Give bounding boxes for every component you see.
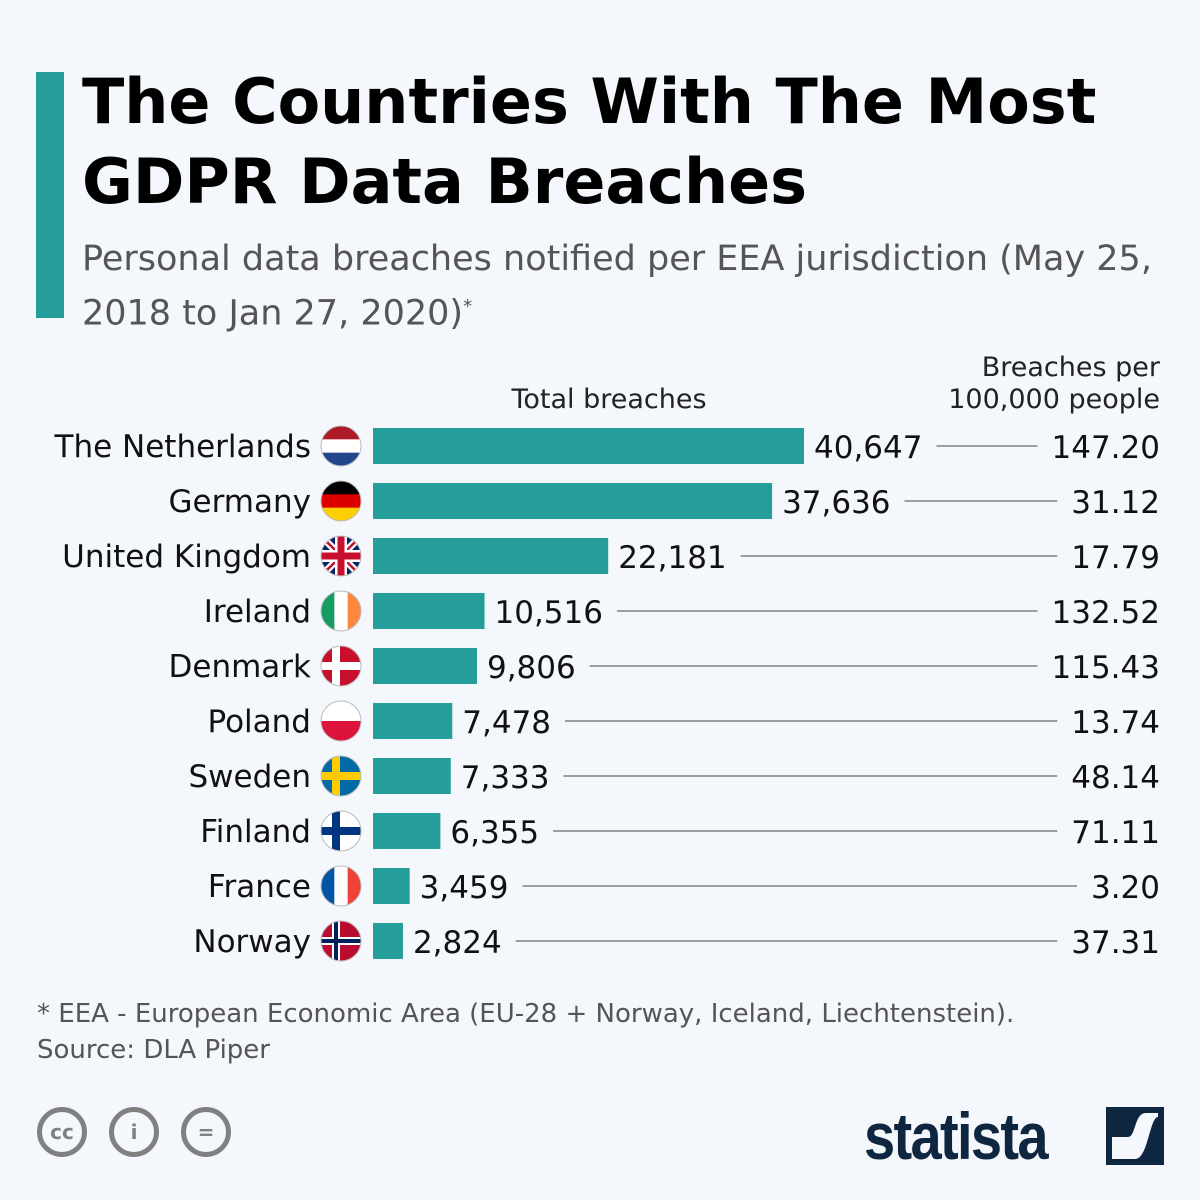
statista-mark-icon (1106, 1107, 1164, 1165)
flag-border (320, 425, 362, 467)
by-icon[interactable]: i (109, 1107, 159, 1157)
flag-border (320, 865, 362, 907)
right-header-2: 100,000 people (948, 384, 1160, 415)
total-value-label: 2,824 (413, 925, 502, 961)
flag-border (320, 700, 362, 742)
bar (373, 428, 804, 464)
gb-flag-icon (321, 536, 361, 576)
source: Source: DLA Piper (37, 1035, 270, 1065)
bar (373, 538, 609, 574)
country-label: Ireland (204, 594, 311, 630)
cc-icon[interactable]: cc (37, 1107, 87, 1157)
bar (373, 703, 453, 739)
nl-flag-icon (321, 426, 361, 466)
per-capita-value-label: 147.20 (1052, 430, 1160, 466)
pl-flag-icon (321, 701, 361, 741)
bar (373, 648, 477, 684)
flag-border (320, 755, 362, 797)
per-capita-value-label: 37.31 (1071, 925, 1160, 961)
total-value-label: 7,478 (462, 705, 551, 741)
per-capita-value-label: 17.79 (1071, 540, 1160, 576)
total-value-label: 10,516 (495, 595, 603, 631)
subtitle-asterisk: * (463, 296, 473, 317)
logo-text: statista (864, 1099, 1049, 1173)
country-label: The Netherlands (54, 429, 311, 465)
subtitle-text: Personal data breaches notified per EEA … (82, 239, 1152, 334)
chart-title: The Countries With The Most GDPR Data Br… (82, 65, 1097, 218)
footnote: * EEA - European Economic Area (EU-28 + … (37, 999, 1015, 1029)
flag-border (320, 810, 362, 852)
country-label: France (208, 869, 311, 905)
chart-subtitle: Personal data breaches notified per EEA … (82, 236, 1182, 338)
total-value-label: 9,806 (487, 650, 576, 686)
bar (373, 758, 451, 794)
bar (373, 593, 485, 629)
no-flag-icon (321, 921, 361, 961)
dk-flag-icon (321, 646, 361, 686)
flag-border (320, 590, 362, 632)
bar (373, 483, 773, 519)
right-header-1: Breaches per (982, 352, 1161, 383)
ie-flag-icon (321, 591, 361, 631)
fr-flag-icon (321, 866, 361, 906)
country-label: Sweden (188, 759, 311, 795)
per-capita-value-label: 115.43 (1052, 650, 1160, 686)
total-value-label: 3,459 (420, 870, 509, 906)
country-label: Germany (169, 484, 311, 520)
country-label: Poland (208, 704, 312, 740)
fi-flag-icon (321, 811, 361, 851)
per-capita-value-label: 13.74 (1071, 705, 1160, 741)
per-capita-value-label: 3.20 (1091, 870, 1160, 906)
bars-header: Total breaches (510, 384, 706, 415)
total-value-label: 6,355 (450, 815, 539, 851)
bar (373, 868, 410, 904)
total-value-label: 37,636 (782, 485, 890, 521)
total-value-label: 40,647 (814, 430, 922, 466)
bar (373, 813, 441, 849)
se-flag-icon (321, 756, 361, 796)
accent-bar (36, 72, 64, 318)
flag-border (320, 920, 362, 962)
footnotes: * EEA - European Economic Area (EU-28 + … (37, 996, 1014, 1068)
de-flag-icon (321, 481, 361, 521)
flag-border (320, 645, 362, 687)
country-label: Denmark (169, 649, 312, 685)
total-value-label: 7,333 (461, 760, 550, 796)
bar (373, 923, 403, 959)
statista-logo[interactable]: statista (864, 1099, 1164, 1173)
total-value-label: 22,181 (618, 540, 726, 576)
per-capita-value-label: 31.12 (1071, 485, 1160, 521)
country-label: Norway (193, 924, 311, 960)
per-capita-value-label: 132.52 (1052, 595, 1160, 631)
country-label: Finland (200, 814, 311, 850)
flag-border (320, 480, 362, 522)
per-capita-value-label: 48.14 (1071, 760, 1160, 796)
flag-border (320, 535, 362, 577)
country-label: United Kingdom (62, 539, 311, 575)
nd-icon[interactable]: = (181, 1107, 231, 1157)
per-capita-value-label: 71.11 (1071, 815, 1160, 851)
